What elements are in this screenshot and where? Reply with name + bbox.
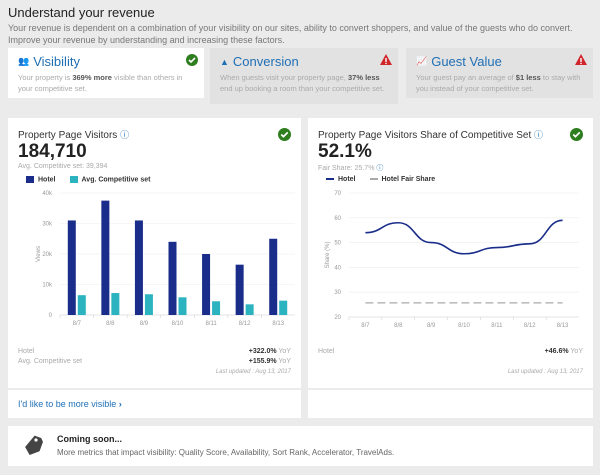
factor-text: Your property is 369% more visible than … — [18, 73, 183, 93]
info-icon: ⓘ — [376, 165, 384, 172]
factor-title: Guest Value — [431, 54, 502, 69]
legend-comp: Avg. Competitive set — [69, 176, 150, 183]
share-value: 52.1% — [318, 141, 372, 162]
bar-comp — [212, 301, 221, 315]
bell-icon: ▲ — [220, 56, 229, 67]
y-tick-label: 70 — [334, 191, 341, 197]
warning-icon — [575, 54, 587, 65]
panel-title: Property Page Visitors Share of Competit… — [318, 130, 532, 141]
bar-comp — [77, 295, 86, 315]
factor-text: Your guest pay an average of $1 less to … — [416, 73, 581, 93]
page-description: Your revenue is dependent on a combinati… — [8, 23, 573, 45]
bar-hotel — [168, 241, 177, 315]
legend-hotel: Hotel — [326, 176, 356, 183]
check-icon — [186, 54, 198, 66]
visitors-sub: Avg. Competitive set: 39,394 — [18, 163, 108, 170]
chevron-right-icon: › — [118, 399, 122, 409]
share-panel: Property Page Visitors Share of Competit… — [308, 118, 593, 388]
bar-hotel — [101, 200, 110, 315]
legend-fair-share: Hotel Fair Share — [369, 176, 435, 183]
x-tick-label: 8/8 — [394, 323, 403, 329]
last-updated: Last updated : Aug 13, 2017 — [507, 369, 583, 375]
visitors-panel: Property Page Visitors ⓘ 184,710 Avg. Co… — [8, 118, 301, 388]
factor-card-visibility[interactable]: 👥 Visibility Your property is 369% more v… — [8, 48, 204, 98]
legend: Hotel Avg. Competitive set — [26, 176, 150, 183]
factor-title: Conversion — [232, 54, 299, 69]
bar-comp — [111, 293, 120, 315]
check-icon — [278, 128, 291, 141]
x-tick-label: 8/13 — [557, 323, 569, 329]
empty-link-row — [308, 390, 593, 418]
x-tick-label: 8/7 — [361, 323, 370, 329]
x-tick-label: 8/11 — [491, 323, 503, 329]
y-tick-label: 20k — [42, 252, 53, 258]
y-tick-label: 30 — [334, 290, 341, 296]
line-hotel — [365, 219, 563, 255]
x-tick-label: 8/10 — [172, 321, 184, 327]
x-tick-label: 8/12 — [524, 323, 536, 329]
x-tick-label: 8/8 — [106, 321, 115, 327]
y-tick-label: 40 — [334, 265, 341, 271]
bar-hotel — [134, 220, 143, 315]
y-axis-label: Views — [36, 246, 42, 262]
chart-icon: 📈 — [416, 56, 428, 66]
x-tick-label: 8/9 — [427, 323, 436, 329]
warning-icon — [380, 54, 392, 65]
info-icon[interactable]: ⓘ — [534, 130, 544, 140]
factor-card-guest-value[interactable]: 📈 Guest Value Your guest pay an average o… — [406, 48, 593, 98]
users-icon: 👥 — [18, 56, 30, 66]
info-icon[interactable]: ⓘ — [120, 130, 130, 140]
factor-title: Visibility — [33, 54, 80, 69]
line-chart: 20 30 40 50 60 70 8/7 8/8 8/9 8/10 8/11 8/12 8/13 Sha… — [325, 191, 579, 329]
legend-hotel: Hotel — [26, 176, 56, 183]
y-tick-label: 40k — [42, 191, 53, 197]
comp-label: Avg. Competitive set — [18, 358, 83, 365]
bar-chart: 0 10k 20k 30k 40k 8/7 8/8 8/9 8/10 8/11 8/12 8/13 Vi… — [36, 191, 295, 327]
y-tick-label: 10k — [42, 283, 53, 289]
x-tick-label: 8/13 — [272, 321, 284, 327]
y-tick-label: 50 — [334, 241, 341, 247]
bar-comp — [279, 300, 288, 315]
hotel-yoy: +322.0% YoY — [248, 348, 291, 355]
visitors-value: 184,710 — [18, 141, 87, 162]
hotel-label: Hotel — [18, 348, 35, 355]
bar-hotel — [235, 264, 244, 315]
fair-share: Fair Share: 25.7% ⓘ — [318, 165, 384, 172]
hotel-label: Hotel — [318, 348, 335, 355]
y-tick-label: 0 — [49, 313, 53, 319]
panel-title: Property Page Visitors — [18, 130, 118, 141]
hotel-yoy: +46.6% YoY — [544, 348, 583, 355]
y-tick-label: 60 — [334, 216, 341, 222]
bar-comp — [144, 294, 153, 315]
y-tick-label: 30k — [42, 222, 53, 228]
y-axis-label: Share (%) — [325, 241, 331, 268]
tag-icon — [25, 435, 43, 456]
bar-hotel — [202, 254, 211, 315]
last-updated: Last updated : Aug 13, 2017 — [215, 369, 291, 375]
more-visible-link[interactable]: I'd like to be more visible › — [8, 390, 301, 418]
factor-text: When guests visit your property page, 37… — [220, 73, 385, 93]
bar-comp — [245, 304, 254, 315]
legend: Hotel Hotel Fair Share — [326, 176, 435, 183]
x-tick-label: 8/11 — [205, 321, 217, 327]
page-title: Understand your revenue — [8, 5, 155, 20]
comp-yoy: +155.9% YoY — [248, 358, 291, 365]
factor-card-conversion[interactable]: ▲ Conversion When guests visit your prope… — [210, 48, 398, 104]
bar-hotel — [67, 220, 76, 315]
check-icon — [570, 128, 583, 141]
y-tick-label: 20 — [334, 315, 341, 321]
bar-comp — [178, 297, 187, 315]
coming-soon-panel: Coming soon... More metrics that impact … — [8, 426, 593, 466]
x-tick-label: 8/9 — [140, 321, 149, 327]
coming-soon-text: More metrics that impact visibility: Qua… — [57, 448, 395, 457]
x-tick-label: 8/10 — [458, 323, 470, 329]
x-tick-label: 8/12 — [239, 321, 251, 327]
bar-hotel — [269, 238, 278, 315]
x-tick-label: 8/7 — [73, 321, 82, 327]
coming-soon-title: Coming soon... — [57, 434, 122, 444]
